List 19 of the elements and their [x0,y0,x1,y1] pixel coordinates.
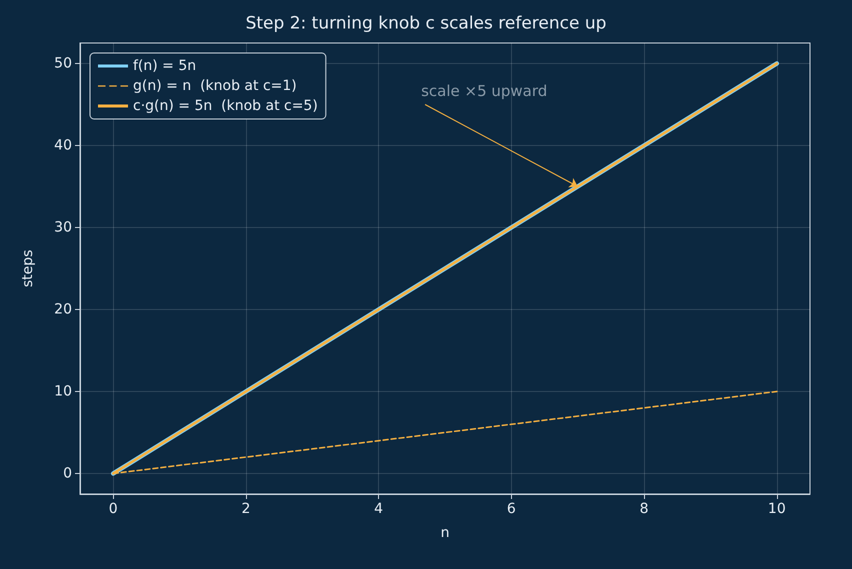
y-tick-label: 50 [54,56,72,72]
y-tick-label: 30 [54,220,72,236]
x-tick-label: 4 [374,501,384,517]
x-tick-label: 6 [506,501,516,517]
legend-label: g(n) = n (knob at c=1) [133,78,297,94]
chart-title: Step 2: turning knob c scales reference up [246,14,606,34]
y-tick-label: 0 [63,466,72,482]
y-tick-label: 40 [54,138,72,154]
y-tick-label: 10 [54,384,72,400]
y-tick-label: 20 [54,302,72,318]
annotation: scale ×5 upward [421,82,548,100]
legend-label: f(n) = 5n [133,58,196,74]
x-tick-label: 0 [108,501,118,517]
x-tick-label: 10 [768,501,786,517]
x-axis-title: n [440,525,450,541]
y-axis-title: steps [20,250,36,288]
x-tick-label: 8 [640,501,649,517]
x-tick-label: 2 [241,501,250,517]
legend-label: c·g(n) = 5n (knob at c=5) [133,98,318,114]
